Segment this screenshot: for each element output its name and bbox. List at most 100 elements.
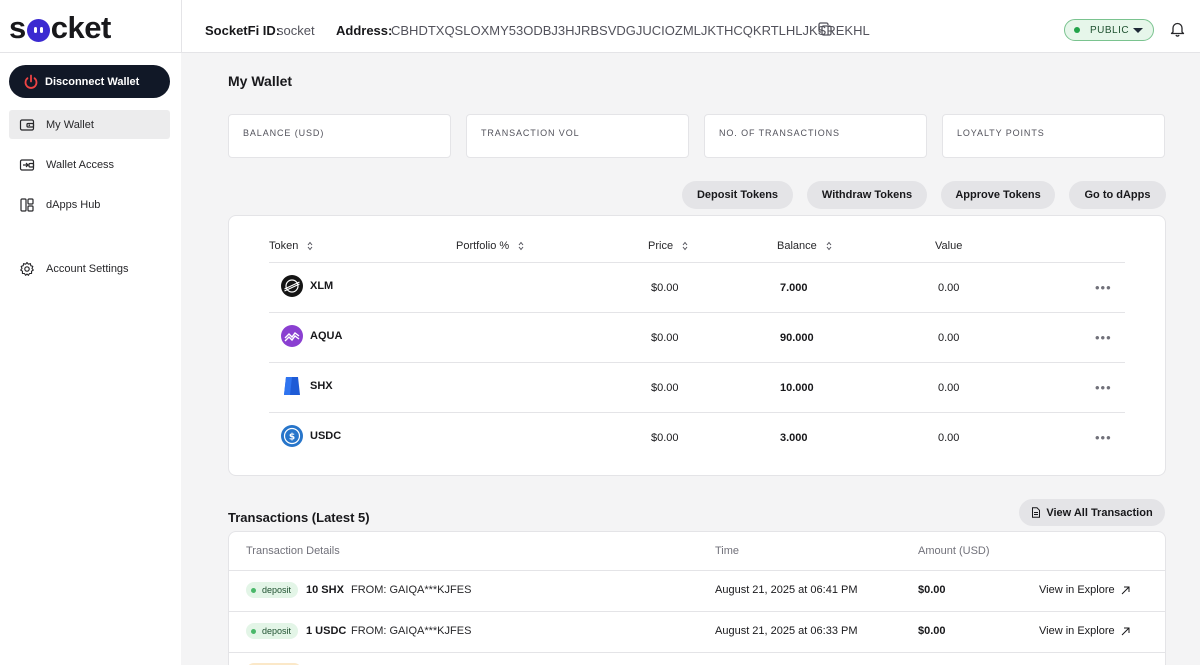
- table-row: deposit 10 SHX FROM: GAIQA***KJFES Augus…: [229, 570, 1165, 611]
- usdc-icon: $: [281, 425, 303, 447]
- stat-card-balance: BALANCE (USD): [228, 114, 451, 158]
- view-in-explorer-label: View in Explore: [1039, 584, 1115, 596]
- column-header-price[interactable]: Price: [648, 240, 688, 252]
- token-balance: 90.000: [780, 332, 814, 344]
- tx-amount: 10 SHX: [306, 584, 344, 596]
- address-value: CBHDTXQSLOXMY53ODBJ3HJRBSVDGJUCIOZMLJKTH…: [391, 23, 870, 38]
- logo-mark-icon: [26, 18, 50, 42]
- status-dot-icon: [1074, 27, 1080, 33]
- token-table: Token Portfolio % Price Balance Value XL…: [228, 215, 1166, 476]
- stat-card-loyalty-points: LOYALTY POINTS: [942, 114, 1165, 158]
- token-symbol: AQUA: [310, 330, 343, 342]
- stat-card-no-of-transactions: NO. OF TRANSACTIONS: [704, 114, 927, 158]
- column-header-transaction-details: Transaction Details: [246, 545, 340, 557]
- tx-from: FROM: GAIQA***KJFES: [351, 584, 472, 596]
- more-options-icon[interactable]: •••: [1095, 280, 1112, 295]
- tx-amount-usd: $0.00: [918, 625, 946, 637]
- token-symbol: USDC: [310, 430, 342, 442]
- page-title: My Wallet: [228, 73, 293, 89]
- aqua-icon: [281, 325, 303, 347]
- network-label: PUBLIC: [1090, 24, 1130, 36]
- more-options-icon[interactable]: •••: [1095, 380, 1112, 395]
- token-price: $0.00: [651, 282, 679, 294]
- column-header-token[interactable]: Token: [269, 240, 313, 252]
- header-sidebar-divider: [181, 0, 182, 53]
- copy-icon[interactable]: [818, 22, 832, 36]
- sort-icon: [826, 241, 832, 251]
- sidebar-item-dapps-hub[interactable]: dApps Hub: [9, 190, 170, 219]
- bell-icon[interactable]: [1170, 21, 1185, 37]
- status-badge: deposit: [246, 623, 299, 639]
- more-options-icon[interactable]: •••: [1095, 330, 1112, 345]
- stat-label: LOYALTY POINTS: [957, 128, 1045, 138]
- tx-type: deposit: [262, 585, 292, 595]
- view-in-explorer-link[interactable]: View in Explore: [1039, 584, 1130, 596]
- column-header-balance[interactable]: Balance: [777, 240, 832, 252]
- table-row[interactable]: XLM $0.00 7.000 0.00 •••: [269, 262, 1125, 312]
- token-value: 0.00: [938, 332, 960, 344]
- disconnect-wallet-label: Disconnect Wallet: [45, 75, 140, 88]
- stat-label: TRANSACTION VOL: [481, 128, 580, 138]
- approve-tokens-button[interactable]: Approve Tokens: [941, 181, 1055, 209]
- deposit-tokens-button[interactable]: Deposit Tokens: [682, 181, 793, 209]
- socket-logo[interactable]: s cket: [9, 10, 111, 45]
- top-header: s cket SocketFi ID: socket Address: CBHDT…: [0, 0, 1200, 53]
- token-balance: 10.000: [780, 382, 814, 394]
- socketfi-id-value: socket: [277, 23, 315, 38]
- more-options-icon[interactable]: •••: [1095, 430, 1112, 445]
- token-balance: 7.000: [780, 282, 808, 294]
- sidebar-item-wallet-access[interactable]: Wallet Access: [9, 150, 170, 179]
- chevron-down-icon: [1133, 28, 1143, 33]
- column-header-portfolio[interactable]: Portfolio %: [456, 240, 524, 252]
- token-price: $0.00: [651, 432, 679, 444]
- wallet-icon: [19, 118, 35, 131]
- stat-label: NO. OF TRANSACTIONS: [719, 128, 840, 138]
- table-row[interactable]: $ USDC $0.00 3.000 0.00 •••: [269, 412, 1125, 462]
- sidebar-item-account-settings[interactable]: Account Settings: [9, 254, 170, 283]
- table-row: [229, 652, 1165, 665]
- column-header-label: Token: [269, 240, 299, 252]
- dapps-icon: [20, 197, 34, 212]
- external-link-icon: [1121, 586, 1130, 594]
- go-to-dapps-button[interactable]: Go to dApps: [1069, 181, 1166, 209]
- token-value: 0.00: [938, 282, 960, 294]
- view-all-label: View All Transaction: [1046, 506, 1153, 519]
- network-selector[interactable]: PUBLIC: [1064, 19, 1154, 41]
- sort-icon: [518, 241, 524, 251]
- view-in-explorer-link[interactable]: View in Explore: [1039, 625, 1130, 637]
- sort-icon: [307, 241, 313, 251]
- token-price: $0.00: [651, 332, 679, 344]
- table-row[interactable]: AQUA $0.00 90.000 0.00 •••: [269, 312, 1125, 362]
- socketfi-id-label: SocketFi ID:: [205, 23, 281, 38]
- token-balance: 3.000: [780, 432, 808, 444]
- disconnect-wallet-button[interactable]: Disconnect Wallet: [9, 65, 170, 98]
- view-all-transactions-button[interactable]: View All Transaction: [1019, 499, 1165, 526]
- token-symbol: XLM: [310, 280, 334, 292]
- document-icon: [1032, 507, 1041, 518]
- wallet-access-icon: [19, 158, 35, 171]
- sidebar-item-my-wallet[interactable]: My Wallet: [9, 110, 170, 139]
- status-dot-icon: [251, 587, 256, 593]
- column-header-label: Portfolio %: [456, 240, 510, 252]
- logo-divider: [9, 52, 170, 53]
- sidebar: [0, 53, 181, 665]
- token-price: $0.00: [651, 382, 679, 394]
- transactions-table: Transaction Details Time Amount (USD) de…: [228, 531, 1166, 665]
- status-badge: [246, 663, 302, 665]
- view-in-explorer-label: View in Explore: [1039, 625, 1115, 637]
- sidebar-item-label: My Wallet: [46, 118, 94, 131]
- withdraw-tokens-button[interactable]: Withdraw Tokens: [807, 181, 927, 209]
- column-header-label: Balance: [777, 240, 817, 252]
- power-icon: [24, 74, 38, 89]
- column-header-time: Time: [715, 545, 740, 557]
- xlm-icon: [281, 275, 303, 297]
- table-row[interactable]: SHX $0.00 10.000 0.00 •••: [269, 362, 1125, 412]
- tx-from: FROM: GAIQA***KJFES: [351, 625, 472, 637]
- status-dot-icon: [251, 628, 256, 634]
- external-link-icon: [1121, 627, 1130, 635]
- token-value: 0.00: [938, 432, 960, 444]
- address-label: Address:: [336, 23, 393, 38]
- transactions-title: Transactions (Latest 5): [228, 510, 370, 525]
- column-header-label: Value: [935, 240, 963, 252]
- tx-amount-usd: $0.00: [918, 584, 946, 596]
